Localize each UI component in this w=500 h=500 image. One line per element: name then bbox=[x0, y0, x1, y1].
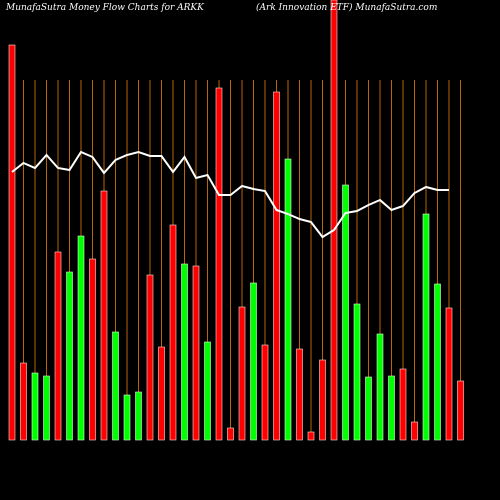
bar bbox=[445, 307, 453, 441]
bar bbox=[434, 283, 441, 441]
bar bbox=[169, 224, 177, 441]
bar bbox=[399, 368, 407, 441]
bar bbox=[158, 346, 165, 441]
bar bbox=[457, 380, 464, 441]
bar bbox=[353, 303, 361, 441]
bar bbox=[319, 359, 326, 441]
line-layer bbox=[11, 150, 449, 239]
bar bbox=[273, 91, 280, 441]
bar bbox=[181, 263, 188, 441]
bar bbox=[89, 258, 96, 441]
bar bbox=[261, 344, 269, 441]
bar bbox=[8, 44, 16, 441]
bar bbox=[135, 391, 142, 441]
bar bbox=[296, 348, 303, 441]
bar bbox=[238, 306, 246, 441]
bar bbox=[54, 251, 62, 441]
bar bbox=[388, 375, 395, 441]
bar bbox=[146, 274, 154, 441]
bar bbox=[66, 271, 73, 441]
bar bbox=[77, 235, 85, 441]
chart-subtitle: (Ark Innovation ETF) MunafaSutra.com bbox=[256, 2, 437, 13]
bar bbox=[31, 372, 39, 441]
bar bbox=[330, 0, 338, 441]
bar bbox=[112, 331, 119, 441]
bar bbox=[342, 184, 349, 441]
bar bbox=[250, 282, 257, 441]
bar bbox=[422, 213, 430, 441]
bar bbox=[215, 87, 223, 441]
bar bbox=[20, 362, 27, 441]
chart-title: MunafaSutra Money Flow Charts for ARKK bbox=[5, 3, 205, 13]
bar bbox=[227, 427, 234, 441]
bar bbox=[204, 341, 211, 441]
money-flow-line bbox=[11, 150, 449, 239]
bars bbox=[8, 0, 464, 441]
bar bbox=[123, 394, 131, 441]
bar bbox=[284, 158, 292, 441]
bar bbox=[411, 421, 418, 441]
bar bbox=[192, 265, 200, 441]
bar bbox=[43, 375, 50, 441]
bar bbox=[376, 333, 384, 441]
bar bbox=[365, 376, 372, 441]
bar bbox=[307, 431, 315, 441]
bar bbox=[100, 190, 108, 441]
